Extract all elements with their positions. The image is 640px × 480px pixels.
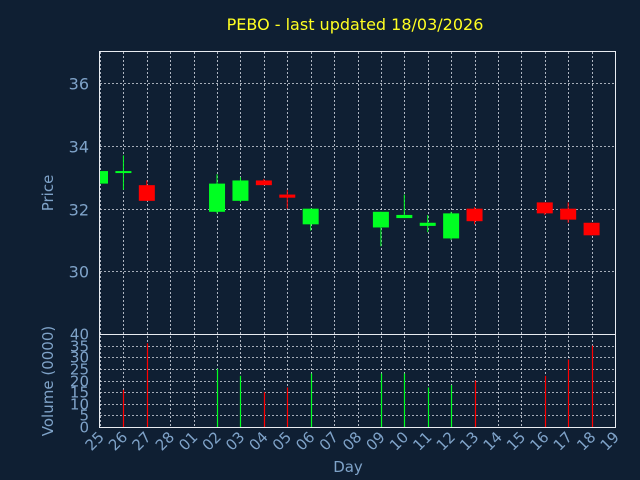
x-tick-label: 17 bbox=[550, 428, 576, 454]
volume-tick-label: 20 bbox=[70, 373, 89, 391]
x-tick-label: 26 bbox=[105, 428, 131, 454]
x-tick-label: 03 bbox=[222, 428, 248, 454]
candle-body bbox=[466, 208, 483, 222]
price-tick-label: 36 bbox=[69, 75, 89, 94]
x-axis-title: Day bbox=[333, 458, 363, 476]
price-axis-title: Price bbox=[39, 175, 57, 212]
x-tick-label: 27 bbox=[128, 428, 154, 454]
x-tick-label: 01 bbox=[175, 428, 201, 454]
axis-layer: 3032343605101520253035402526272801020304… bbox=[69, 75, 623, 455]
volume-frame bbox=[99, 334, 616, 428]
x-tick-label: 16 bbox=[526, 428, 552, 454]
candle-body bbox=[302, 208, 319, 225]
volume-tick-label: 0 bbox=[79, 419, 89, 437]
x-tick-label: 08 bbox=[339, 428, 365, 454]
x-tick-label: 10 bbox=[386, 428, 412, 454]
candle-body bbox=[560, 208, 577, 220]
x-tick-label: 15 bbox=[503, 428, 529, 454]
price-tick-label: 34 bbox=[69, 138, 89, 157]
candle-body bbox=[443, 213, 460, 239]
price-tick-label: 30 bbox=[69, 263, 89, 282]
grid-layer bbox=[100, 52, 616, 428]
volume-tick-label: 25 bbox=[70, 361, 89, 379]
candle-body bbox=[255, 180, 272, 186]
candle-body bbox=[209, 183, 226, 212]
candle-body bbox=[115, 171, 132, 174]
x-tick-label: 07 bbox=[316, 428, 342, 454]
volume-tick-label: 5 bbox=[79, 407, 89, 425]
volume-tick-label: 10 bbox=[70, 396, 89, 414]
x-tick-label: 12 bbox=[433, 428, 459, 454]
candle-body bbox=[419, 222, 436, 226]
volume-plot bbox=[122, 343, 594, 427]
volume-axis-title: Volume (0000) bbox=[39, 326, 57, 436]
x-tick-label: 14 bbox=[480, 428, 506, 454]
volume-tick-label: 40 bbox=[70, 326, 89, 344]
chart-title: PEBO - last updated 18/03/2026 bbox=[227, 15, 484, 34]
x-tick-label: 11 bbox=[409, 428, 435, 454]
x-tick-label: 13 bbox=[456, 428, 482, 454]
candle-body bbox=[138, 185, 155, 201]
price-frame bbox=[99, 51, 616, 335]
volume-tick-label: 30 bbox=[70, 349, 89, 367]
price-plot bbox=[99, 155, 600, 247]
x-tick-label: 09 bbox=[363, 428, 389, 454]
candle-body bbox=[100, 171, 108, 184]
volume-tick-label: 15 bbox=[70, 384, 89, 402]
x-tick-label: 19 bbox=[597, 428, 623, 454]
x-tick-label: 02 bbox=[199, 428, 225, 454]
price-tick-label: 32 bbox=[69, 201, 89, 220]
candle-body bbox=[279, 194, 296, 198]
x-tick-label: 06 bbox=[292, 428, 318, 454]
candle-body bbox=[232, 180, 249, 201]
candle-body bbox=[536, 202, 553, 214]
candle-body bbox=[396, 214, 413, 219]
x-tick-label: 04 bbox=[245, 428, 271, 454]
candle-body bbox=[583, 222, 600, 236]
volume-tick-label: 35 bbox=[70, 338, 89, 356]
x-tick-label: 05 bbox=[269, 428, 295, 454]
x-tick-label: 18 bbox=[573, 428, 599, 454]
candle-body bbox=[372, 211, 389, 228]
x-tick-label: 28 bbox=[152, 428, 178, 454]
